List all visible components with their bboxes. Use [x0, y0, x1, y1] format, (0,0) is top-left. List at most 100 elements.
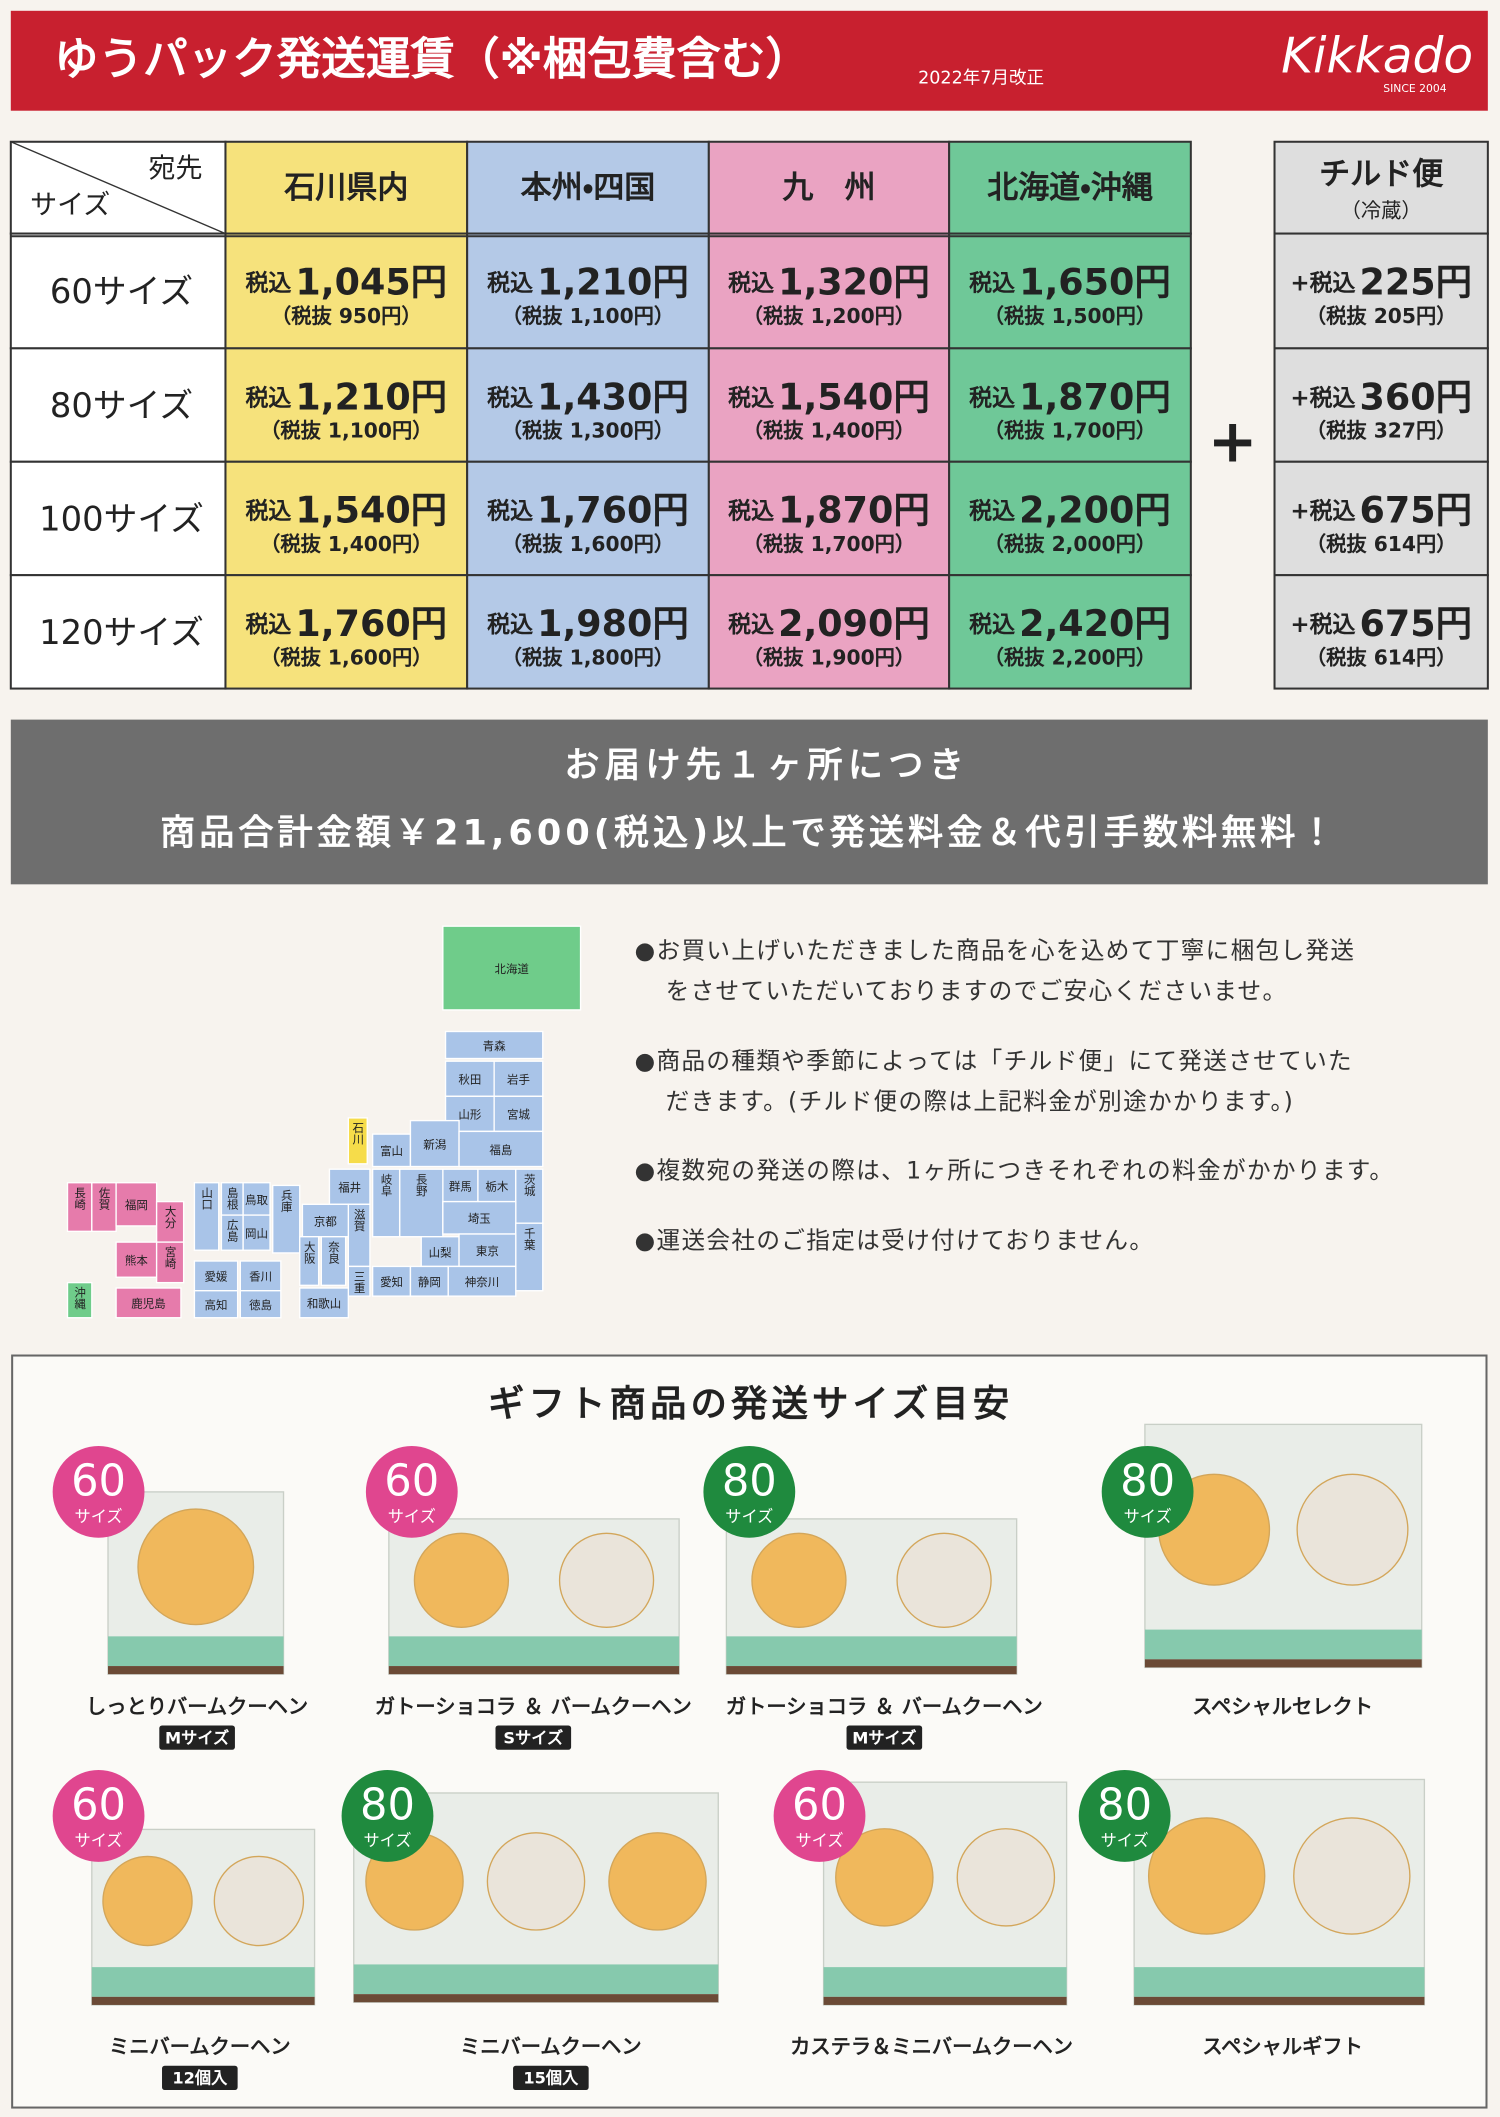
price-incl: 税込 2,090円	[728, 602, 930, 645]
price-incl: 税込 1,870円	[969, 375, 1171, 418]
plus-sign: +	[1208, 408, 1258, 477]
gift-name: スペシャルセレクト	[1192, 1694, 1373, 1718]
badge-unit: サイズ	[363, 1831, 411, 1850]
prefecture-label: 愛媛	[205, 1270, 228, 1284]
package-bottom	[108, 1666, 284, 1675]
price-incl: +税込 675円	[1290, 488, 1472, 531]
gift-name: ミニバームクーヘン	[109, 2035, 291, 2059]
package-base	[726, 1636, 1017, 1667]
price-incl: 税込 2,420円	[969, 602, 1171, 645]
chilled-cell	[1273, 574, 1489, 690]
prefecture	[493, 1060, 544, 1097]
price-excl: （税抜 1,600円）	[502, 532, 674, 556]
prefecture	[320, 1236, 347, 1286]
price-excl: （税抜 950円）	[271, 304, 422, 328]
badge-size: 60	[384, 1456, 439, 1506]
cake	[956, 1828, 1056, 1927]
price-excl: （税抜 2,000円）	[984, 532, 1156, 556]
cake	[137, 1508, 255, 1626]
size-cell	[9, 347, 227, 463]
price-cell	[466, 460, 710, 577]
prefecture	[272, 1184, 301, 1254]
cake	[896, 1532, 992, 1628]
prefecture-label: 大分	[164, 1205, 178, 1229]
tax-label: 税込	[728, 384, 774, 411]
cake	[608, 1832, 707, 1931]
corner-bottom: サイズ	[30, 190, 110, 221]
price-incl: 税込 1,320円	[728, 260, 930, 303]
price-incl: 税込 1,210円	[245, 375, 447, 418]
cake	[486, 1832, 586, 1931]
tax-label: 税込	[728, 611, 774, 638]
prefecture-label: 香川	[249, 1270, 272, 1284]
prefecture	[444, 1095, 495, 1133]
logo: Kikkado	[1281, 28, 1473, 84]
prefecture-label: 石川	[351, 1122, 365, 1145]
size-badge	[52, 1770, 145, 1862]
badge-size: 80	[1097, 1780, 1152, 1830]
price: 1,870円	[1019, 375, 1171, 418]
prefecture	[115, 1182, 158, 1227]
prefecture-label: 埼玉	[468, 1212, 491, 1226]
gift-tag-label: Mサイズ	[165, 1728, 229, 1747]
chilled-table: チルド便（冷蔵）+税込 225円（税抜 205円）+税込 360円（税抜 327円）…	[1273, 140, 1489, 690]
size-badge	[773, 1770, 866, 1862]
badge-size: 80	[722, 1456, 777, 1506]
prefecture-label: 神奈川	[465, 1275, 499, 1289]
cake	[1296, 1473, 1409, 1586]
price-excl: （税抜 1,400円）	[743, 419, 915, 443]
prefecture-label: 岐阜	[380, 1173, 394, 1197]
gift-name: スペシャルギフト	[1202, 2035, 1363, 2059]
tax-label: 税込	[969, 611, 1015, 638]
price: 1,210円	[537, 260, 689, 303]
package-base	[1144, 1629, 1422, 1660]
prefecture	[115, 1241, 158, 1278]
size-badge	[703, 1445, 796, 1538]
price: 1,430円	[537, 375, 689, 418]
tax-label: 税込	[728, 497, 774, 524]
price: 360円	[1360, 375, 1473, 418]
prefecture	[155, 1241, 185, 1284]
price-cell	[224, 460, 469, 577]
price-excl: （税抜 1,500円）	[984, 304, 1156, 328]
column-header	[224, 140, 469, 235]
badge-size: 60	[71, 1780, 126, 1830]
prefecture-label: 広島	[226, 1219, 240, 1243]
package-bottom	[726, 1666, 1017, 1675]
chilled-subtitle: （冷蔵）	[1341, 198, 1422, 222]
gift-name: ミニバームクーヘン	[460, 2035, 642, 2059]
prefecture-label: 新潟	[423, 1137, 446, 1151]
prefecture-label: 鹿児島	[131, 1297, 165, 1311]
package-base	[91, 1967, 315, 1997]
column-header	[466, 140, 710, 235]
tax-label: 税込	[969, 384, 1015, 411]
prefecture-label: 秋田	[458, 1073, 481, 1087]
price: 1,210円	[295, 375, 447, 418]
prefecture-label: 京都	[314, 1214, 337, 1228]
prefecture-label: 島根	[226, 1186, 240, 1210]
header-title: ゆうパック発送運賃（※梱包費含む）	[54, 33, 810, 85]
prefecture-label: 宮城	[507, 1108, 530, 1122]
price-excl: （税抜 1,400円）	[260, 532, 432, 556]
tax-label: 税込	[487, 497, 533, 524]
badge-size: 60	[792, 1780, 847, 1830]
cake	[835, 1828, 934, 1927]
price-table: 宛先サイズ 石川県内 本州・四国九 州北海道・沖縄60サイズ 税込 1,045円（税抜 …	[9, 140, 1192, 690]
price-cell	[948, 347, 1192, 463]
prefecture	[398, 1168, 444, 1238]
gift-name: ガトーショコラ ＆ バームクーヘン	[726, 1694, 1043, 1718]
cake	[1147, 1817, 1266, 1935]
price-incl: 税込 1,760円	[245, 602, 447, 645]
note-line: をさせていただいておりますのでご安心くださいませ。	[666, 977, 1288, 1005]
gift-tag	[846, 1725, 923, 1750]
tax-label: 税込	[245, 611, 291, 638]
prefecture-label: 福島	[489, 1143, 512, 1157]
prefecture	[444, 1030, 544, 1060]
price: 1,540円	[295, 488, 447, 531]
cake	[102, 1855, 193, 1947]
tax-label: +税込	[1290, 269, 1355, 296]
